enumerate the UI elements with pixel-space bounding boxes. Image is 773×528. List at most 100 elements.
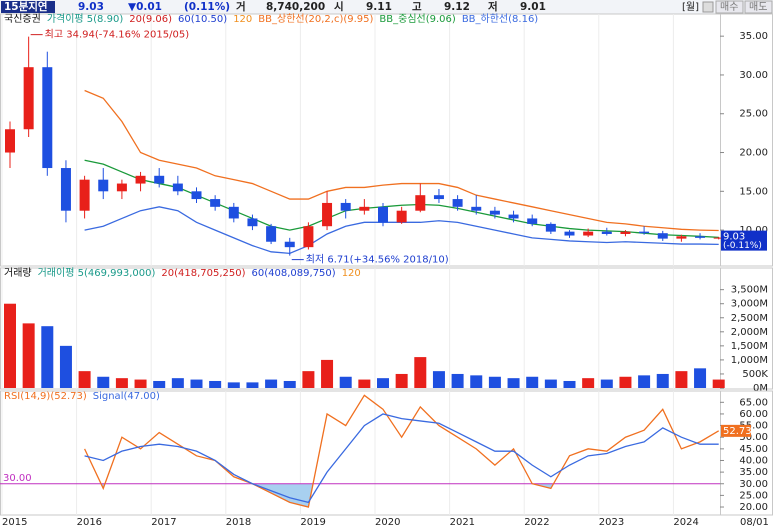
y-tick-label: 20.00 [739, 148, 768, 159]
buy-label[interactable]: 매수 [720, 1, 738, 13]
volume-bar [209, 380, 222, 388]
legend-entry: 가격이평 5(8.90) [47, 12, 124, 25]
rsi-last: 52.73 [723, 426, 752, 437]
candle-body [23, 67, 34, 130]
candle-body [657, 233, 668, 239]
legend-entry: 20(9.06) [129, 14, 172, 25]
candle-body [471, 206, 482, 211]
annotation: 최저 6.71(+34.56% 2018/10) [306, 254, 449, 266]
header-bar [0, 0, 773, 14]
bb-line [84, 89, 719, 232]
rsi-marker [721, 424, 751, 437]
y-tick-label: 40.00 [739, 455, 768, 466]
volume-bar [134, 379, 147, 388]
candle-body [322, 202, 333, 227]
volume-bar [582, 378, 595, 388]
candle-body [527, 218, 538, 224]
legend-entry: RSI(14,9)(52.73) [4, 391, 87, 402]
volume-bar [694, 368, 707, 388]
sell-label[interactable]: 매도 [749, 1, 767, 13]
volume-bar [358, 379, 371, 388]
y-tick-label: 10.00 [739, 225, 768, 236]
candle-body [98, 179, 109, 192]
candle-body [713, 237, 724, 239]
y-tick-label: 30.00 [739, 479, 768, 490]
candle-body [172, 183, 183, 192]
y-tick-label: 1,000M [731, 355, 768, 366]
legend-entry: 60(408,089,750) [252, 268, 336, 279]
candle-body [116, 183, 127, 192]
candle-body [676, 236, 687, 239]
sell-button[interactable] [744, 0, 773, 14]
item-value: 9.12 [444, 1, 470, 13]
buy-button[interactable] [715, 0, 744, 14]
legend-entry: BB_하한선(8.16) [462, 12, 538, 25]
indicator-line [84, 413, 719, 504]
volume-bar [600, 379, 613, 388]
candle-body [415, 195, 426, 211]
volume-bar [246, 382, 259, 388]
candle-body [210, 199, 221, 207]
candle-body [5, 129, 15, 153]
candle-body [452, 199, 463, 207]
y-tick-label: 55.00 [739, 421, 768, 432]
period[interactable]: [월] [682, 1, 699, 13]
item-label: 저 [488, 0, 498, 13]
volume-bar [97, 376, 110, 388]
candle-body [695, 236, 706, 238]
volume-bar [153, 380, 166, 388]
volume-bar [78, 371, 91, 388]
volume-bar [507, 378, 520, 388]
candle-body [583, 231, 594, 236]
candle-body [620, 231, 631, 234]
legend-entry: 거래량 [4, 267, 32, 279]
volume-bar [544, 379, 557, 388]
candle-body [60, 168, 71, 211]
volume-bar [675, 371, 688, 388]
last-change: (-0.11%) [723, 241, 762, 251]
y-tick-label: 60.00 [739, 409, 768, 420]
candle-body [79, 179, 90, 211]
candle-body [378, 206, 388, 223]
volume-bar [59, 345, 72, 388]
volume-bar [227, 382, 240, 388]
volume-bar [526, 376, 539, 388]
x-tick-label: 2023 [599, 517, 624, 528]
legend-entry: 국신증권 [4, 13, 41, 25]
item-value: 8,740,200 [266, 1, 325, 13]
volume-bar [712, 379, 725, 388]
volume-bar [190, 379, 203, 388]
settings[interactable] [702, 1, 714, 13]
volume-bar [619, 376, 632, 388]
candle-body [545, 223, 556, 232]
item-label: 고 [412, 1, 422, 13]
candle-body [191, 191, 202, 200]
volume-bar [451, 373, 464, 388]
volume-bar [414, 357, 427, 388]
legend-entry: BB_중심선(9.06) [379, 13, 455, 25]
volume-bar [22, 323, 35, 388]
y-tick-label: 30.00 [739, 70, 768, 81]
volume-bar [395, 373, 408, 388]
panel-frame [0, 267, 773, 390]
delay: 15분지연 [4, 0, 48, 13]
change: ▼0.01 [128, 1, 162, 13]
candle-body [396, 210, 407, 223]
y-tick-label: 2,500M [731, 313, 768, 324]
volume-bar [470, 375, 483, 388]
y-tick-label: 3,000M [731, 299, 768, 310]
y-tick-label: 3,500M [731, 285, 768, 296]
item-label: 거 [236, 0, 246, 13]
volume-bar [302, 371, 315, 388]
legend-entry: BB_상한선(20,2,c)(9.95) [258, 13, 373, 25]
volume-bar [432, 371, 445, 388]
x-tick-label: 2018 [226, 517, 251, 528]
candle-body [228, 206, 239, 219]
indicator-line [84, 394, 720, 508]
legend-entry: 60(10.50) [178, 14, 227, 25]
date-label: 08/01 [740, 517, 769, 528]
volume-bar [4, 303, 16, 388]
y-tick-label: 15.00 [739, 186, 768, 197]
y-tick-label: 20.00 [739, 502, 768, 513]
